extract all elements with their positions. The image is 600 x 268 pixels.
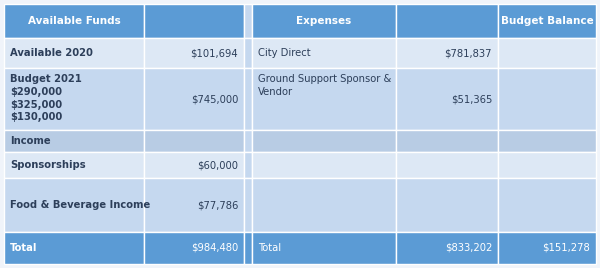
Bar <box>396 4 498 38</box>
Bar <box>4 178 144 232</box>
Bar <box>498 4 596 38</box>
Bar <box>244 38 252 68</box>
Bar <box>244 152 252 178</box>
Text: Expenses: Expenses <box>296 16 352 26</box>
Bar <box>396 178 498 232</box>
Text: Total: Total <box>258 243 281 253</box>
Bar <box>396 130 498 152</box>
Bar <box>252 232 396 264</box>
Text: $77,786: $77,786 <box>197 200 238 210</box>
Text: Ground Support Sponsor &
Vendor: Ground Support Sponsor & Vendor <box>258 74 391 97</box>
Text: $781,837: $781,837 <box>445 48 492 58</box>
Text: Sponsorships: Sponsorships <box>10 160 86 170</box>
Bar <box>396 232 498 264</box>
Bar <box>252 38 396 68</box>
Bar <box>244 178 252 232</box>
Text: City Direct: City Direct <box>258 48 311 58</box>
Bar <box>144 38 244 68</box>
Text: $101,694: $101,694 <box>190 48 238 58</box>
Text: Budget Balance: Budget Balance <box>500 16 593 26</box>
Bar <box>252 4 396 38</box>
Bar <box>396 38 498 68</box>
Bar <box>4 152 144 178</box>
Bar <box>498 152 596 178</box>
Bar <box>244 130 252 152</box>
Text: Budget 2021
$290,000
$325,000
$130,000: Budget 2021 $290,000 $325,000 $130,000 <box>10 74 82 122</box>
Bar <box>396 152 498 178</box>
Bar <box>498 38 596 68</box>
Text: $984,480: $984,480 <box>191 243 238 253</box>
Bar <box>4 38 144 68</box>
Bar <box>144 130 244 152</box>
Bar <box>244 232 252 264</box>
Text: $60,000: $60,000 <box>197 160 238 170</box>
Bar <box>144 68 244 130</box>
Bar <box>252 130 396 152</box>
Text: Available Funds: Available Funds <box>28 16 121 26</box>
Bar <box>252 178 396 232</box>
Text: Total: Total <box>10 243 37 253</box>
Bar <box>4 4 144 38</box>
Text: Available 2020: Available 2020 <box>10 48 93 58</box>
Bar <box>144 178 244 232</box>
Bar <box>396 68 498 130</box>
Bar <box>144 152 244 178</box>
Bar <box>244 4 252 38</box>
Text: $745,000: $745,000 <box>191 94 238 104</box>
Bar <box>498 130 596 152</box>
Bar <box>252 152 396 178</box>
Bar <box>498 178 596 232</box>
Bar <box>4 232 144 264</box>
Text: Income: Income <box>10 136 50 146</box>
Text: $51,365: $51,365 <box>451 94 492 104</box>
Bar <box>244 68 252 130</box>
Bar <box>4 68 144 130</box>
Text: $833,202: $833,202 <box>445 243 492 253</box>
Bar <box>4 130 144 152</box>
Bar <box>498 232 596 264</box>
Bar <box>144 232 244 264</box>
Text: $151,278: $151,278 <box>542 243 590 253</box>
Bar <box>498 68 596 130</box>
Bar <box>144 4 244 38</box>
Bar <box>252 68 396 130</box>
Text: Food & Beverage Income: Food & Beverage Income <box>10 200 150 210</box>
